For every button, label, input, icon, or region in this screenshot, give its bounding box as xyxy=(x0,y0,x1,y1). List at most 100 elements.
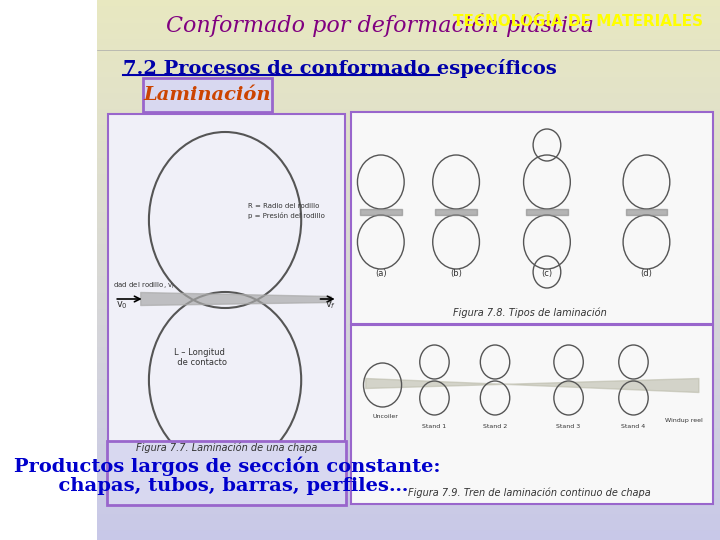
Bar xyxy=(97,27,720,32)
Bar xyxy=(97,297,720,302)
Bar xyxy=(97,0,720,5)
FancyBboxPatch shape xyxy=(351,325,713,504)
Bar xyxy=(97,189,720,194)
Bar xyxy=(97,157,720,162)
FancyBboxPatch shape xyxy=(107,441,346,505)
Bar xyxy=(97,49,720,54)
Bar xyxy=(97,167,720,173)
Text: R = Radio del rodillo: R = Radio del rodillo xyxy=(248,203,320,209)
Text: (c): (c) xyxy=(541,269,552,278)
Bar xyxy=(97,97,720,103)
Bar xyxy=(97,443,720,448)
Bar xyxy=(97,254,720,259)
Text: Conformado por deformación plástica: Conformado por deformación plástica xyxy=(166,14,594,37)
Bar xyxy=(97,162,720,167)
Bar xyxy=(97,459,720,464)
Bar xyxy=(97,400,720,405)
Bar xyxy=(97,373,720,378)
Text: Stand 4: Stand 4 xyxy=(621,424,646,429)
Bar xyxy=(97,124,720,130)
Bar xyxy=(97,518,720,524)
Bar xyxy=(97,356,720,362)
Text: v$_0$: v$_0$ xyxy=(116,299,128,311)
Text: Stand 3: Stand 3 xyxy=(557,424,581,429)
Bar xyxy=(97,108,720,113)
Bar xyxy=(97,227,720,232)
Bar xyxy=(97,502,720,508)
Bar xyxy=(97,319,720,324)
Bar xyxy=(97,205,720,211)
Bar xyxy=(97,394,720,400)
Bar xyxy=(97,270,720,275)
Bar xyxy=(97,184,720,189)
Bar xyxy=(97,173,720,178)
Bar xyxy=(97,389,720,394)
Bar xyxy=(97,70,720,76)
Bar xyxy=(97,65,720,70)
Bar xyxy=(97,232,720,238)
Bar xyxy=(97,475,720,481)
Bar xyxy=(97,178,720,184)
Bar xyxy=(97,535,720,540)
Bar xyxy=(97,302,720,308)
Text: (b): (b) xyxy=(450,269,462,278)
Bar xyxy=(97,243,720,248)
Bar xyxy=(97,346,720,351)
Bar xyxy=(97,313,720,319)
Text: Laminación: Laminación xyxy=(143,86,271,104)
Bar xyxy=(97,16,720,22)
Bar xyxy=(97,340,720,346)
Bar xyxy=(97,292,720,297)
Bar xyxy=(97,464,720,470)
Bar xyxy=(97,54,720,59)
Text: (d): (d) xyxy=(641,269,652,278)
Text: v$_f$: v$_f$ xyxy=(325,299,336,311)
Bar xyxy=(97,146,720,151)
Text: Uncoiler: Uncoiler xyxy=(372,414,398,419)
Bar xyxy=(97,275,720,281)
Bar xyxy=(97,421,720,427)
Bar xyxy=(97,335,720,340)
Bar xyxy=(97,11,720,16)
Bar xyxy=(97,22,720,27)
Text: chapas, tubos, barras, perfiles…: chapas, tubos, barras, perfiles… xyxy=(45,477,408,495)
Text: Productos largos de sección constante:: Productos largos de sección constante: xyxy=(14,456,440,476)
Bar xyxy=(97,362,720,367)
Bar xyxy=(97,119,720,124)
Bar xyxy=(97,221,720,227)
Text: Figura 7.7. Laminación de una chapa: Figura 7.7. Laminación de una chapa xyxy=(136,442,318,453)
Bar xyxy=(97,265,720,270)
Text: (a): (a) xyxy=(375,269,387,278)
Bar xyxy=(97,248,720,254)
Bar xyxy=(97,383,720,389)
Bar xyxy=(97,448,720,454)
Bar xyxy=(97,81,720,86)
Bar xyxy=(97,281,720,286)
Bar xyxy=(97,524,720,529)
Bar xyxy=(97,216,720,221)
Text: Stand 1: Stand 1 xyxy=(423,424,446,429)
Bar xyxy=(97,324,720,329)
Bar xyxy=(97,410,720,416)
Bar xyxy=(97,211,720,216)
Text: TECNOLOGÍA DE MATERIALES: TECNOLOGÍA DE MATERIALES xyxy=(453,14,703,29)
Bar xyxy=(97,5,720,11)
Bar xyxy=(97,194,720,200)
Bar xyxy=(97,86,720,92)
Bar xyxy=(97,432,720,437)
Text: 7.2 Procesos de conformado específicos: 7.2 Procesos de conformado específicos xyxy=(123,58,557,78)
Bar xyxy=(97,405,720,410)
Bar xyxy=(97,486,720,491)
Bar xyxy=(97,76,720,81)
Bar xyxy=(97,367,720,373)
Bar xyxy=(97,416,720,421)
Bar xyxy=(97,491,720,497)
Text: Figura 7.8. Tipos de laminación: Figura 7.8. Tipos de laminación xyxy=(453,307,606,318)
FancyBboxPatch shape xyxy=(108,114,346,460)
Bar xyxy=(97,454,720,459)
Bar xyxy=(97,103,720,108)
Bar xyxy=(97,59,720,65)
Text: dad del rodillo, v$_r$: dad del rodillo, v$_r$ xyxy=(112,281,176,291)
Text: Figura 7.9. Tren de laminación continuo de chapa: Figura 7.9. Tren de laminación continuo … xyxy=(408,488,651,498)
Text: Stand 2: Stand 2 xyxy=(483,424,507,429)
